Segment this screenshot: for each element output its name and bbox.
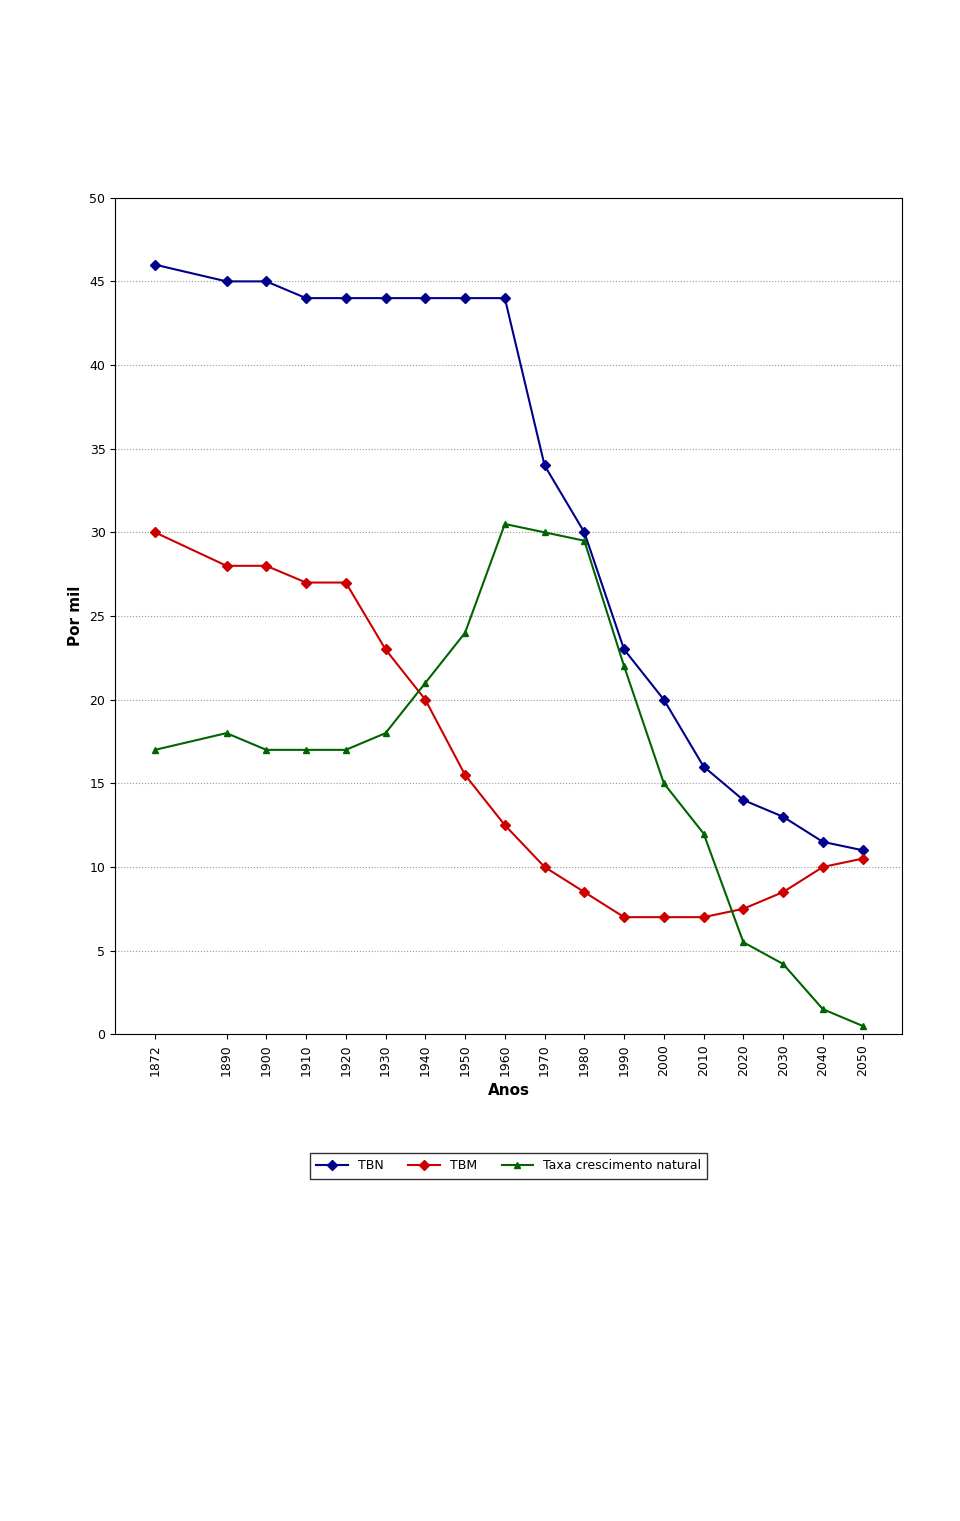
- TBM: [857, 849, 869, 867]
- TBN: [817, 832, 828, 850]
- TBM: [659, 908, 670, 926]
- Taxa crescimento natural: [149, 741, 160, 759]
- Taxa crescimento natural: [420, 674, 431, 692]
- TBN: [380, 289, 392, 307]
- Taxa crescimento natural: [579, 531, 590, 549]
- Taxa crescimento natural: [817, 1001, 828, 1019]
- TBM: [499, 815, 511, 834]
- Taxa crescimento natural: [698, 824, 709, 843]
- Taxa crescimento natural: [499, 514, 511, 532]
- Line: TBM: TBM: [152, 529, 866, 920]
- TBM: [221, 557, 232, 575]
- Taxa crescimento natural: [539, 523, 550, 541]
- TBN: [499, 289, 511, 307]
- Line: TBN: TBN: [152, 262, 866, 853]
- TBN: [737, 791, 749, 809]
- TBN: [857, 841, 869, 859]
- Taxa crescimento natural: [380, 724, 392, 742]
- TBN: [260, 272, 272, 291]
- Taxa crescimento natural: [659, 774, 670, 792]
- TBN: [459, 289, 470, 307]
- Taxa crescimento natural: [260, 741, 272, 759]
- TBM: [817, 858, 828, 876]
- Line: Taxa crescimento natural: Taxa crescimento natural: [152, 520, 866, 1030]
- TBM: [260, 557, 272, 575]
- TBN: [579, 523, 590, 541]
- Taxa crescimento natural: [300, 741, 312, 759]
- TBM: [420, 691, 431, 709]
- TBM: [149, 523, 160, 541]
- TBM: [459, 765, 470, 785]
- TBN: [300, 289, 312, 307]
- TBN: [698, 757, 709, 776]
- Taxa crescimento natural: [778, 955, 789, 973]
- TBM: [778, 882, 789, 900]
- TBN: [778, 808, 789, 826]
- TBN: [618, 640, 630, 659]
- Taxa crescimento natural: [618, 657, 630, 675]
- TBN: [149, 256, 160, 274]
- Taxa crescimento natural: [340, 741, 351, 759]
- TBM: [539, 858, 550, 876]
- Legend: TBN, TBM, Taxa crescimento natural: TBN, TBM, Taxa crescimento natural: [310, 1153, 708, 1179]
- TBM: [698, 908, 709, 926]
- Taxa crescimento natural: [737, 932, 749, 952]
- TBM: [579, 882, 590, 900]
- TBM: [380, 640, 392, 659]
- Taxa crescimento natural: [857, 1016, 869, 1034]
- TBM: [340, 573, 351, 592]
- TBN: [539, 456, 550, 475]
- TBN: [340, 289, 351, 307]
- TBN: [420, 289, 431, 307]
- Y-axis label: Por mil: Por mil: [67, 586, 83, 646]
- X-axis label: Anos: Anos: [488, 1083, 530, 1098]
- TBN: [659, 691, 670, 709]
- Taxa crescimento natural: [221, 724, 232, 742]
- TBM: [737, 899, 749, 917]
- Taxa crescimento natural: [459, 624, 470, 642]
- TBN: [221, 272, 232, 291]
- TBM: [618, 908, 630, 926]
- TBM: [300, 573, 312, 592]
